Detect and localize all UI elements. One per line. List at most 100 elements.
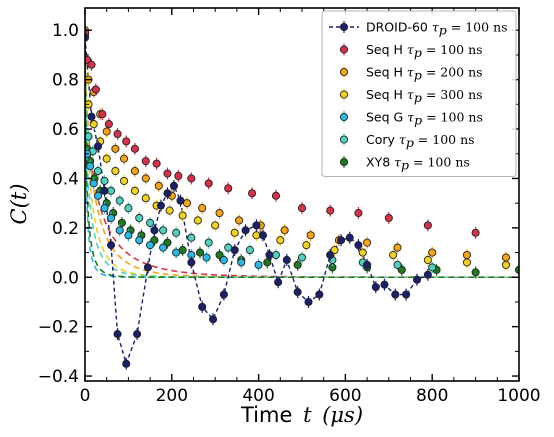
data-point-s4-7 (115, 226, 124, 235)
data-point-s3-5 (111, 166, 120, 176)
legend-entry-2: Seq H τp = 200 ns (339, 65, 483, 83)
data-point-s0-9 (150, 226, 159, 235)
data-point-s1-20 (354, 208, 363, 218)
data-point-s1-15 (224, 184, 233, 193)
data-point-s4-11 (159, 243, 168, 252)
data-point-s1-16 (248, 189, 257, 198)
data-point-s2-5 (111, 144, 120, 153)
data-point-s0-1 (87, 112, 96, 121)
data-point-s1-19 (326, 206, 335, 215)
data-point-s2-12 (198, 204, 207, 213)
data-point-s1-4 (98, 110, 107, 119)
data-point-s4-15 (219, 255, 228, 265)
legend-marker (339, 112, 349, 122)
data-point-s5-11 (172, 228, 181, 237)
data-point-s1-9 (141, 157, 150, 166)
data-point-s0-12 (169, 181, 179, 190)
data-point-s4-2 (86, 162, 95, 171)
data-point-s1-3 (91, 85, 100, 94)
y-tick-label: −0.2 (38, 318, 79, 338)
data-point-s3-13 (211, 221, 220, 230)
y-tick-label: 0.6 (52, 120, 79, 140)
data-point-s0-23 (274, 278, 283, 287)
data-point-s0-17 (219, 290, 228, 299)
data-point-s0-15 (198, 302, 207, 311)
data-point-s0-6 (122, 359, 131, 368)
data-point-s0-38 (423, 270, 432, 279)
fit-line-6 (85, 51, 519, 279)
x-axis-title: Time t (μs) (240, 403, 363, 427)
data-point-s4-10 (146, 241, 155, 250)
data-point-s2-17 (306, 231, 315, 240)
data-point-s0-31 (354, 241, 363, 250)
legend-entry-3: Seq H τp = 300 ns (339, 87, 483, 105)
data-point-s0-21 (258, 231, 267, 240)
legend-marker (339, 45, 349, 54)
data-point-s0-14 (187, 258, 196, 267)
data-point-s0-35 (391, 290, 400, 299)
data-point-s4-3 (89, 179, 98, 188)
data-point-s5-20 (393, 260, 402, 269)
data-point-s2-8 (141, 174, 150, 183)
data-point-s0-7 (133, 330, 142, 339)
data-point-s1-13 (187, 174, 196, 183)
data-point-s0-28 (326, 250, 335, 260)
data-point-s0-19 (241, 226, 250, 235)
x-tick-label: 800 (416, 386, 448, 406)
data-point-s0-33 (371, 283, 380, 292)
legend-marker (339, 22, 349, 32)
data-point-s1-18 (297, 204, 307, 213)
legend-entry-5: Cory τp = 100 ns (339, 132, 475, 150)
data-point-s0-22 (265, 250, 274, 260)
data-point-s0-3 (100, 186, 109, 195)
data-point-s0-30 (345, 233, 354, 242)
data-point-s6-17 (293, 260, 302, 269)
legend-label: Seq H τp = 100 ns (366, 42, 483, 60)
data-point-s5-21 (428, 263, 437, 272)
x-tick-label: 1000 (497, 386, 540, 406)
data-point-s0-27 (315, 290, 324, 299)
data-point-s0-10 (156, 201, 165, 210)
data-point-s4-17 (254, 260, 263, 269)
data-point-s3-17 (302, 241, 311, 250)
data-point-s1-17 (271, 191, 281, 200)
data-point-s5-17 (297, 253, 307, 262)
data-point-s5-15 (245, 246, 254, 255)
data-point-s4-12 (172, 248, 181, 257)
legend-label: Cory τp = 100 ns (366, 132, 475, 150)
legend-entry-0: DROID-60 τp = 100 ns (329, 20, 508, 38)
data-point-s2-16 (280, 226, 289, 235)
data-point-s1-11 (163, 169, 172, 178)
data-point-s4-8 (124, 231, 133, 240)
data-point-s1-23 (471, 228, 480, 237)
data-point-s5-12 (187, 233, 196, 242)
data-point-s5-3 (93, 166, 103, 176)
data-point-s0-11 (163, 189, 172, 198)
data-point-s6-22 (471, 268, 480, 277)
legend: DROID-60 τp = 100 ns Seq H τp = 100 ns Seq… (321, 10, 517, 177)
data-point-s3-16 (276, 236, 285, 245)
data-point-s3-4 (102, 154, 111, 163)
data-point-s0-16 (208, 315, 218, 324)
data-point-s5-7 (124, 204, 133, 213)
data-point-s0-26 (304, 297, 313, 307)
data-point-s3-8 (141, 194, 150, 203)
data-point-s3-6 (120, 176, 129, 185)
data-point-s3-21 (423, 255, 432, 265)
data-point-s1-2 (87, 60, 96, 69)
data-point-s3-14 (230, 228, 239, 237)
legend-entry-4: Seq G τp = 100 ns (339, 110, 483, 128)
y-tick-label: 0.8 (52, 71, 79, 91)
data-point-s6-13 (195, 248, 205, 257)
data-point-s4-14 (202, 253, 211, 262)
legend-entry-6: XY8 τp = 100 ns (339, 155, 470, 173)
data-point-s4-6 (106, 213, 116, 223)
y-tick-label: 1.0 (52, 21, 79, 41)
data-point-s2-7 (130, 166, 139, 176)
data-point-s0-20 (252, 221, 261, 230)
legend-box (321, 10, 517, 177)
data-point-s5-10 (159, 226, 168, 235)
data-point-s0-5 (113, 330, 122, 339)
data-point-s1-5 (104, 120, 113, 129)
data-point-s2-22 (462, 250, 471, 260)
